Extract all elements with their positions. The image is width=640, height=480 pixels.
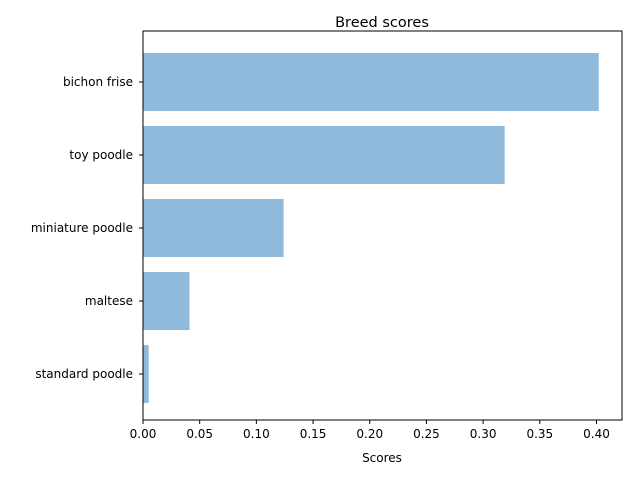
y-tick-label: toy poodle — [69, 148, 133, 162]
y-tick-label: maltese — [85, 294, 133, 308]
x-tick-label: 0.25 — [413, 427, 440, 441]
y-tick-label: standard poodle — [35, 367, 133, 381]
bar-maltese — [143, 272, 190, 330]
x-tick-label: 0.35 — [526, 427, 553, 441]
x-tick-label: 0.15 — [300, 427, 327, 441]
bars-group — [143, 53, 599, 403]
x-ticks-group: 0.00 0.05 0.10 0.15 0.20 0.25 0.30 0.35 0.40 — [130, 420, 610, 441]
x-tick-label: 0.00 — [130, 427, 157, 441]
bar-standard-poodle — [143, 345, 149, 403]
y-ticks-group: bichon frise toy poodle miniature poodle ma… — [31, 75, 143, 381]
bar-toy-poodle — [143, 126, 505, 184]
plot-frame — [142, 30, 623, 421]
x-tick-label: 0.10 — [243, 427, 270, 441]
y-tick-label: bichon frise — [63, 75, 133, 89]
bar-miniature-poodle — [143, 199, 284, 257]
x-axis-label: Scores — [362, 451, 402, 465]
chart-title: Breed scores — [335, 15, 429, 31]
bar-bichon-frise — [143, 53, 599, 111]
x-tick-label: 0.05 — [186, 427, 213, 441]
x-tick-label: 0.40 — [583, 427, 610, 441]
x-tick-label: 0.30 — [470, 427, 497, 441]
y-tick-label: miniature poodle — [31, 221, 133, 235]
x-tick-label: 0.20 — [356, 427, 383, 441]
